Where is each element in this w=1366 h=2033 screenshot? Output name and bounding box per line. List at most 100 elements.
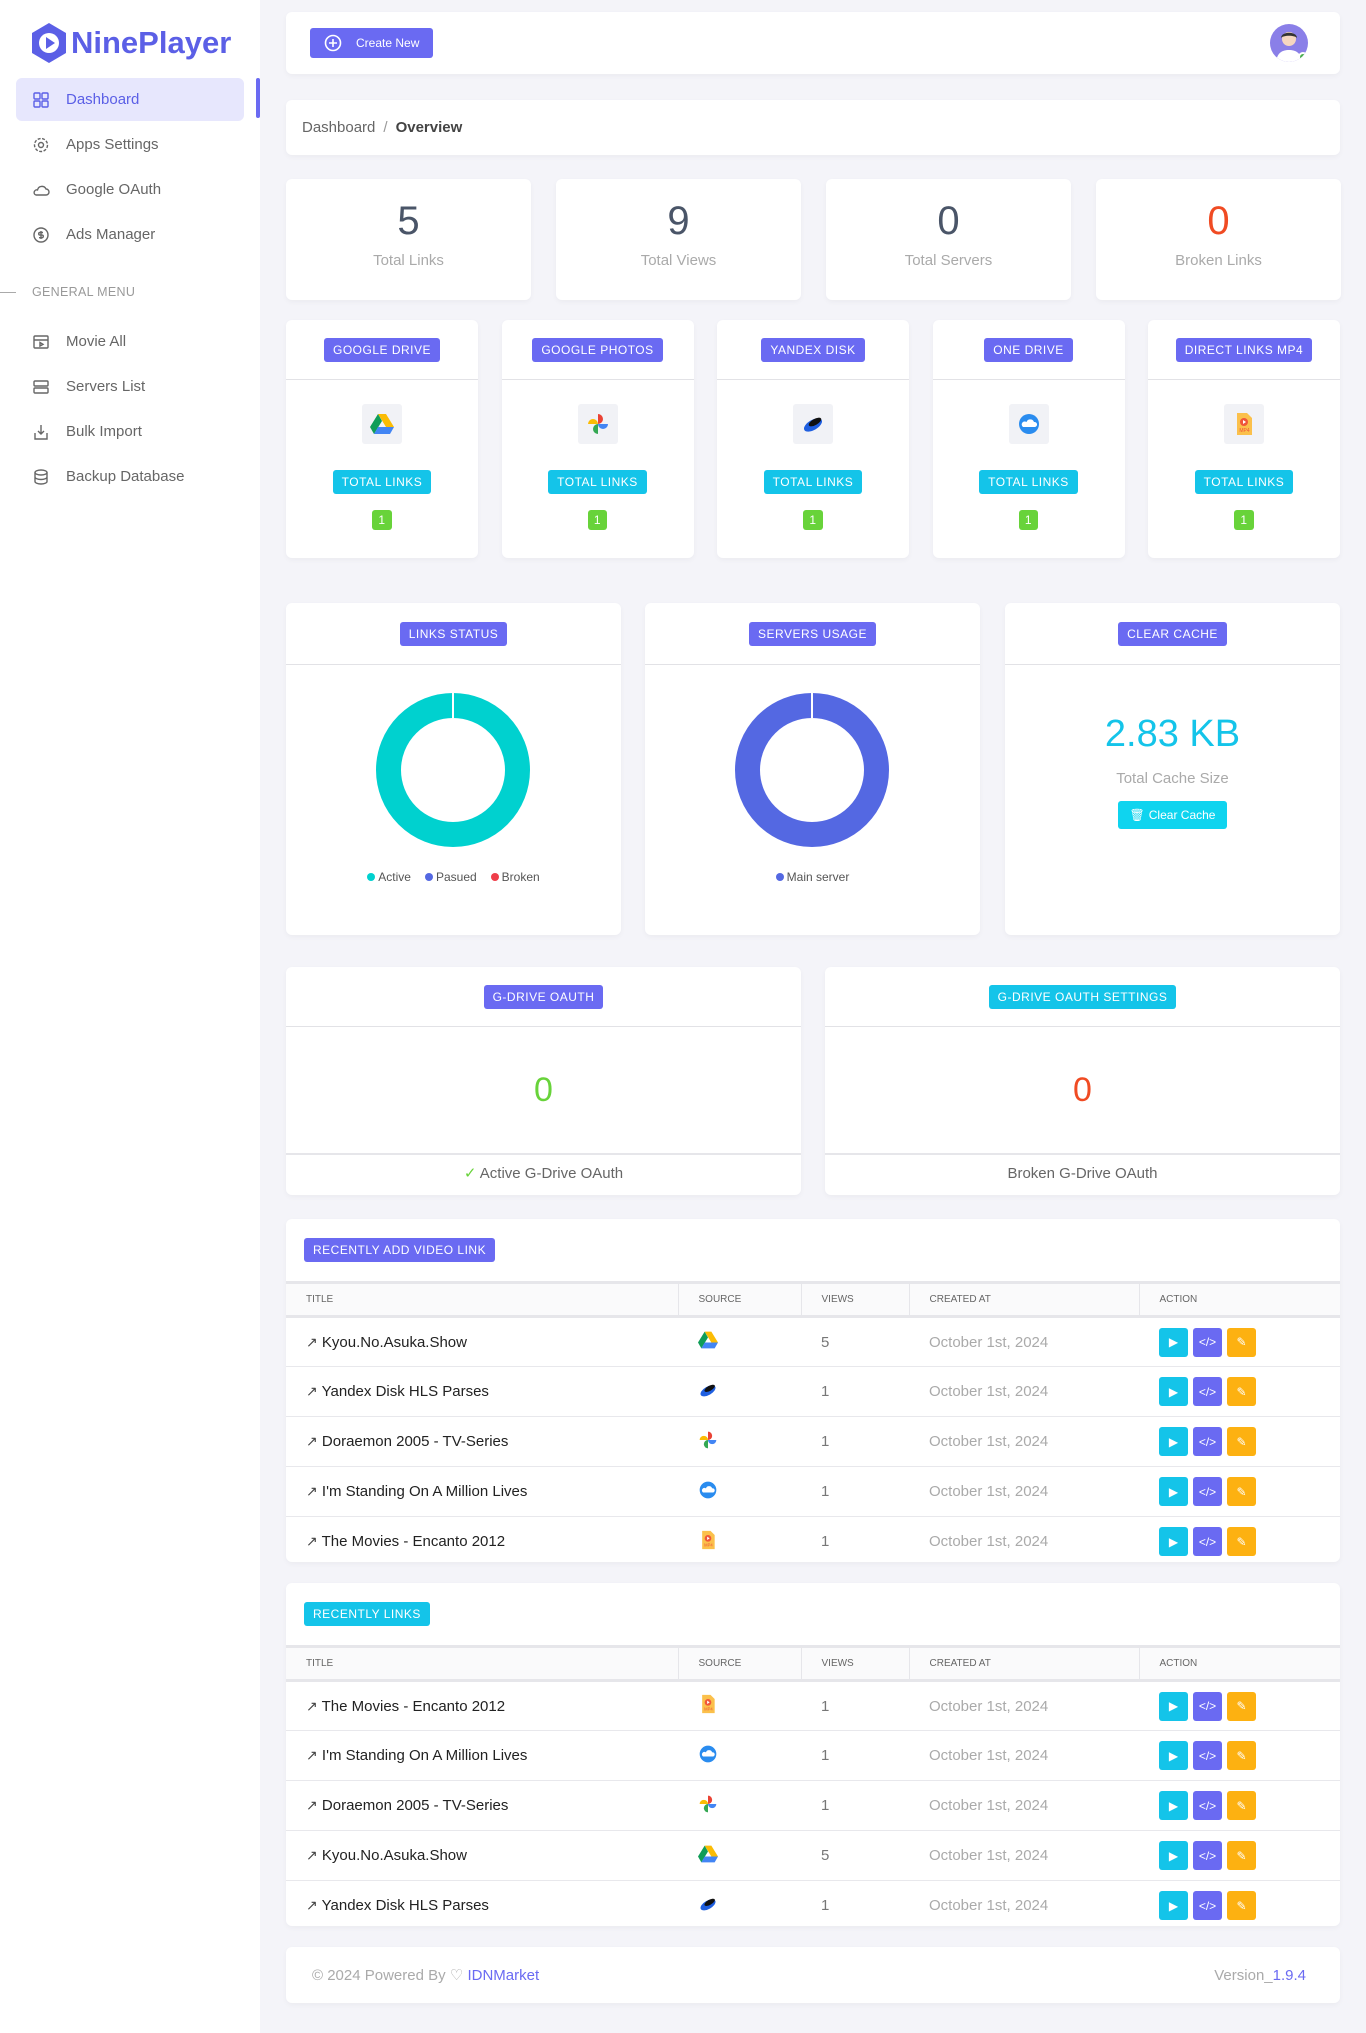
play-button[interactable]: ▶ <box>1159 1841 1188 1870</box>
embed-code-button[interactable]: </> <box>1193 1791 1222 1820</box>
legend-item[interactable]: Main server <box>775 870 849 884</box>
gear-icon <box>33 137 49 152</box>
table-row: ↗ Doraemon 2005 - TV-Series 1 October 1st,… <box>286 1416 1340 1467</box>
legend-item[interactable]: Active <box>367 870 411 884</box>
breadcrumb-dashboard[interactable]: Dashboard <box>302 119 376 136</box>
external-link-icon[interactable]: ↗ <box>306 1797 318 1813</box>
video-title-link[interactable]: Doraemon 2005 - TV-Series <box>321 1433 509 1450</box>
external-link-icon[interactable]: ↗ <box>306 1697 318 1714</box>
sidebar-item-google-oauth[interactable]: Google OAuth <box>16 168 244 211</box>
footer-brand-link[interactable]: IDNMarket <box>467 1967 540 1984</box>
external-link-icon[interactable]: ↗ <box>306 1897 318 1914</box>
embed-code-button[interactable]: </> <box>1193 1841 1222 1870</box>
footer: © 2024 Powered By ♡ IDNMarket Version_1.… <box>286 1947 1340 2003</box>
views-count: 5 <box>801 1316 909 1367</box>
source-card: GOOGLE PHOTOS TOTAL LINKS 1 <box>501 320 694 558</box>
external-link-icon[interactable]: ↗ <box>306 1747 318 1763</box>
video-title-link[interactable]: I'm Standing On A Million Lives <box>321 1747 528 1764</box>
play-button[interactable]: ▶ <box>1159 1527 1188 1557</box>
views-count: 1 <box>801 1416 909 1467</box>
play-button[interactable]: ▶ <box>1159 1891 1188 1921</box>
source-card: GOOGLE DRIVE TOTAL LINKS 1 <box>286 320 478 558</box>
play-button[interactable]: ▶ <box>1159 1477 1188 1506</box>
video-title-link[interactable]: Kyou.No.Asuka.Show <box>321 1847 467 1864</box>
sidebar-item-apps-settings[interactable]: Apps Settings <box>16 123 244 166</box>
stat-label: Total Servers <box>904 252 993 269</box>
avatar[interactable] <box>1270 24 1308 62</box>
sidebar-item-backup-database[interactable]: Backup Database <box>16 455 244 498</box>
column-header: ACTION <box>1139 1281 1340 1318</box>
edit-button[interactable]: ✎ <box>1227 1791 1256 1820</box>
external-link-icon[interactable]: ↗ <box>306 1383 318 1399</box>
edit-button[interactable]: ✎ <box>1227 1841 1256 1870</box>
edit-button[interactable]: ✎ <box>1227 1477 1256 1506</box>
embed-code-button[interactable]: </> <box>1193 1741 1222 1770</box>
legend-label: Pasued <box>435 870 477 884</box>
play-button[interactable]: ▶ <box>1159 1427 1188 1456</box>
legend-item[interactable]: Pasued <box>424 870 477 884</box>
heart-icon: ♡ <box>449 1967 464 1984</box>
embed-code-button[interactable]: </> <box>1193 1691 1222 1721</box>
external-link-icon[interactable]: ↗ <box>306 1847 318 1863</box>
column-header: TITLE <box>286 1281 679 1318</box>
edit-button[interactable]: ✎ <box>1227 1427 1256 1456</box>
active-oauth-label: Active G-Drive OAuth <box>479 1165 624 1182</box>
external-link-icon[interactable]: ↗ <box>306 1533 318 1550</box>
video-title-link[interactable]: Yandex Disk HLS Parses <box>321 1383 489 1400</box>
onedrive-icon <box>699 1481 717 1498</box>
edit-button[interactable]: ✎ <box>1227 1327 1256 1357</box>
external-link-icon[interactable]: ↗ <box>306 1433 318 1449</box>
video-title-link[interactable]: Kyou.No.Asuka.Show <box>321 1333 467 1351</box>
edit-button[interactable]: ✎ <box>1227 1741 1256 1770</box>
recent-video-card: RECENTLY ADD VIDEO LINK TITLE SOURCE VIEWS… <box>286 1219 1340 1562</box>
logo[interactable]: NinePlayer <box>31 22 231 64</box>
embed-code-button[interactable]: </> <box>1193 1327 1222 1357</box>
stat-label: Broken Links <box>1175 252 1262 269</box>
sidebar-item-ads-manager[interactable]: Ads Manager <box>16 213 244 256</box>
column-header: SOURCE <box>678 1281 802 1318</box>
edit-button[interactable]: ✎ <box>1227 1891 1256 1921</box>
sidebar-item-dashboard[interactable]: Dashboard <box>16 78 244 121</box>
copyright: © 2024 Powered By <box>312 1967 446 1984</box>
external-link-icon[interactable]: ↗ <box>306 1483 318 1499</box>
onedrive-icon <box>699 1745 717 1762</box>
play-button[interactable]: ▶ <box>1159 1791 1188 1820</box>
stat-value: 5 <box>397 199 420 243</box>
legend-item[interactable]: Broken <box>490 870 540 884</box>
create-new-button[interactable]: Create New <box>310 28 434 58</box>
video-title-link[interactable]: The Movies - Encanto 2012 <box>321 1533 506 1551</box>
video-title-link[interactable]: Doraemon 2005 - TV-Series <box>321 1797 509 1814</box>
embed-code-button[interactable]: </> <box>1193 1477 1222 1506</box>
column-header: CREATED AT <box>909 1281 1140 1318</box>
google-drive-icon <box>698 1331 718 1349</box>
table-row: ↗ Kyou.No.Asuka.Show 5 October 1st, 2024 ▶ <… <box>286 1316 1340 1367</box>
edit-button[interactable]: ✎ <box>1227 1527 1256 1557</box>
play-button[interactable]: ▶ <box>1159 1377 1188 1406</box>
embed-code-button[interactable]: </> <box>1193 1891 1222 1921</box>
play-hexagon-icon <box>32 23 66 63</box>
total-links-label: TOTAL LINKS <box>332 470 432 494</box>
sidebar-item-movie-all[interactable]: Movie All <box>16 320 244 363</box>
edit-button[interactable]: ✎ <box>1227 1691 1256 1721</box>
sidebar-item-bulk-import[interactable]: Bulk Import <box>16 410 244 453</box>
embed-code-button[interactable]: </> <box>1193 1377 1222 1406</box>
video-title-link[interactable]: Yandex Disk HLS Parses <box>321 1897 489 1915</box>
clear-cache-button[interactable]: 🗑 Clear Cache <box>1117 801 1228 829</box>
views-count: 1 <box>821 1897 830 1915</box>
edit-button[interactable]: ✎ <box>1227 1377 1256 1406</box>
external-link-icon[interactable]: ↗ <box>306 1333 318 1350</box>
play-button[interactable]: ▶ <box>1159 1327 1188 1357</box>
play-button[interactable]: ▶ <box>1159 1741 1188 1770</box>
sidebar-item-servers-list[interactable]: Servers List <box>16 365 244 408</box>
views-count: 5 <box>801 1830 909 1881</box>
servers-usage-donut <box>735 693 889 847</box>
embed-code-button[interactable]: </> <box>1193 1427 1222 1456</box>
video-title-link[interactable]: I'm Standing On A Million Lives <box>321 1483 528 1500</box>
slice-active[interactable] <box>376 693 530 847</box>
slice-main-server[interactable] <box>735 693 889 847</box>
play-button[interactable]: ▶ <box>1159 1691 1188 1721</box>
grid-icon <box>33 91 49 108</box>
created-at: October 1st, 2024 <box>909 1416 1139 1467</box>
video-title-link[interactable]: The Movies - Encanto 2012 <box>321 1697 506 1715</box>
embed-code-button[interactable]: </> <box>1193 1527 1222 1557</box>
